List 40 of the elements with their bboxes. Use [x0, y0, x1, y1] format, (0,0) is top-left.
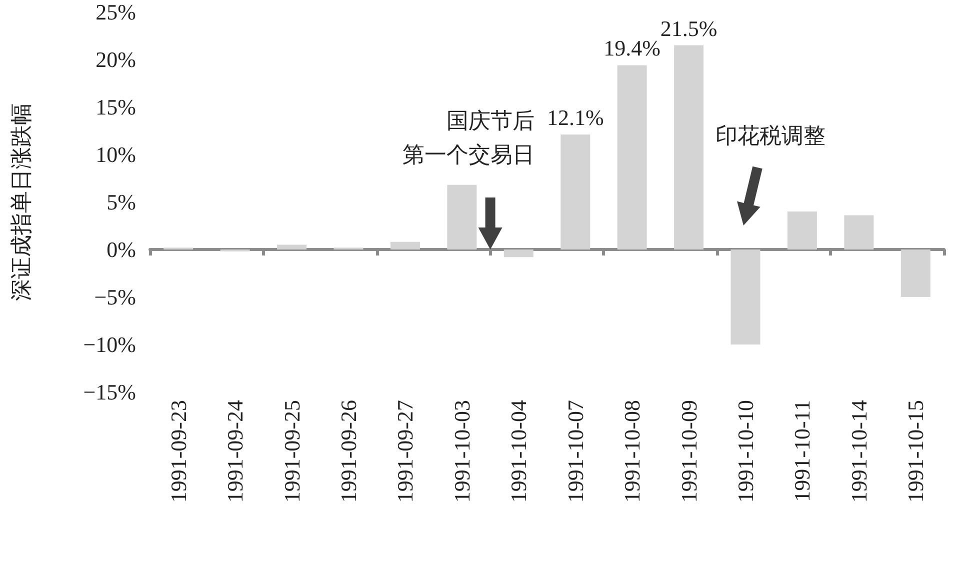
x-tick-label: 1991-10-09: [676, 400, 702, 503]
x-tick-label: 1991-10-07: [562, 400, 588, 503]
annotation: 国庆节后: [446, 108, 534, 133]
bar: [730, 250, 760, 344]
y-tick-label: −10%: [83, 332, 136, 357]
y-axis-title: 深证成指单日涨跌幅: [8, 103, 34, 301]
x-tick-label: 1991-09-25: [279, 400, 304, 503]
annotation: 印花税调整: [716, 123, 826, 148]
x-tick-label: 1991-09-24: [222, 400, 248, 503]
x-tick-label: 1991-10-08: [620, 400, 645, 503]
x-tick-label: 1991-09-27: [392, 400, 418, 503]
x-tick-label: 1991-10-14: [846, 400, 872, 503]
data-label: 19.4%: [604, 36, 660, 61]
x-tick-label: 1991-10-15: [903, 400, 928, 503]
bar: [277, 244, 307, 250]
x-tick-label: 1991-10-10: [733, 400, 758, 503]
y-tick-label: 5%: [106, 190, 136, 214]
bar: [787, 212, 817, 250]
y-tick-label: 0%: [106, 237, 136, 262]
data-label: 21.5%: [660, 16, 718, 41]
x-tick-label: 1991-09-23: [166, 400, 191, 503]
x-tick-label: 1991-10-04: [506, 400, 532, 503]
y-tick-label: 20%: [96, 47, 136, 72]
bar: [900, 250, 930, 297]
x-tick-label: 1991-09-26: [336, 400, 361, 503]
y-tick-label: 15%: [96, 94, 136, 120]
y-tick-label: −15%: [83, 380, 136, 404]
data-label: 12.1%: [546, 105, 604, 130]
bar: [504, 250, 534, 258]
bar: [560, 134, 590, 250]
bar: [617, 65, 647, 250]
bar: [844, 215, 874, 250]
y-tick-label: 10%: [96, 142, 136, 167]
bar: [390, 242, 420, 250]
x-tick-label: 1991-10-03: [449, 400, 474, 503]
y-tick-label: −5%: [94, 284, 136, 310]
annotation: 第一个交易日: [402, 142, 534, 167]
x-tick-label: 1991-10-11: [790, 400, 815, 502]
y-tick-label: 25%: [96, 0, 136, 24]
bar: [674, 45, 704, 250]
